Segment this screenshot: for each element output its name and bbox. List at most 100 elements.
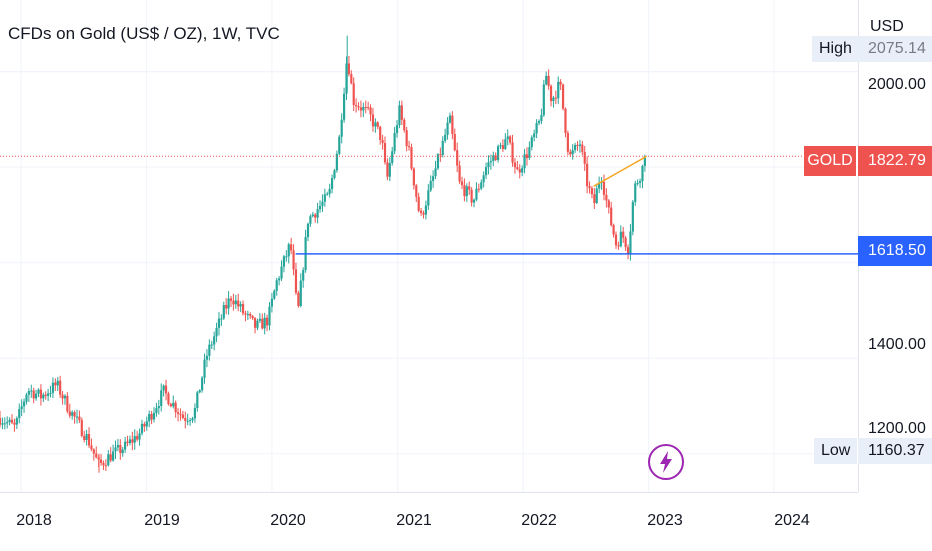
candle-body <box>407 146 411 148</box>
candle-body <box>109 454 112 461</box>
candle-body <box>164 385 168 394</box>
candle-body <box>362 106 365 111</box>
candle-body <box>371 114 375 127</box>
candle-body <box>68 411 71 416</box>
candle-body <box>614 234 618 246</box>
candle-body <box>318 205 322 210</box>
year-tick-label: 2021 <box>396 512 432 529</box>
candle-body <box>369 107 372 115</box>
candle-body <box>234 300 237 305</box>
candle-body <box>56 380 59 386</box>
candle-body <box>104 465 107 467</box>
candle-body <box>559 81 562 85</box>
candle-body <box>566 132 569 152</box>
candle-body <box>460 181 464 186</box>
candle-body <box>499 145 502 147</box>
candle-body <box>114 447 117 452</box>
candle-body <box>451 115 454 135</box>
candle-body <box>78 416 81 421</box>
candle-body <box>6 421 9 424</box>
candle-body <box>588 186 591 189</box>
candle-body <box>391 151 394 164</box>
candle-body <box>482 175 485 183</box>
low-badge: Low <box>814 438 858 464</box>
candle-body <box>294 269 298 293</box>
candle-body <box>573 144 577 151</box>
candle-body <box>302 269 305 281</box>
candle-body <box>66 395 69 412</box>
candle-body <box>292 250 295 270</box>
symbol-badge: GOLD <box>804 146 856 176</box>
candle-body <box>299 280 302 306</box>
currency-label[interactable]: USD <box>870 18 904 35</box>
candle-body <box>552 97 555 102</box>
chart-area[interactable] <box>0 0 858 492</box>
candle-body <box>533 133 536 138</box>
candle-body <box>417 196 420 211</box>
candle-body <box>179 413 182 415</box>
candle-body <box>273 290 276 299</box>
candle-body <box>131 439 134 443</box>
candle-body <box>610 207 613 226</box>
candle-body <box>626 247 630 254</box>
candle-body <box>280 266 283 279</box>
candle-body <box>138 433 141 440</box>
candle-body <box>251 315 254 319</box>
candle-body <box>619 231 622 247</box>
candle-body <box>638 181 642 183</box>
candle-body <box>220 318 223 320</box>
candle-body <box>352 83 355 105</box>
candle-body <box>595 188 598 203</box>
candle-body <box>624 237 627 248</box>
year-tick-label: 2018 <box>16 512 52 529</box>
candle-body <box>557 81 560 99</box>
candle-body <box>107 454 110 466</box>
candle-body <box>191 418 194 421</box>
candle-body <box>511 142 514 163</box>
candle-body <box>73 412 76 417</box>
candle-body <box>328 188 331 194</box>
candle-body <box>145 421 148 427</box>
candle-body <box>424 205 428 215</box>
candle-body <box>436 154 440 169</box>
candle-body <box>598 182 601 189</box>
candle-body <box>643 156 646 166</box>
candle-body <box>569 151 572 155</box>
lightning-bolt-icon[interactable] <box>648 444 684 480</box>
horizontal-line-price-label[interactable]: 1618.50 <box>858 236 932 266</box>
candle-body <box>525 154 529 158</box>
candle-body <box>379 126 382 140</box>
candle-body <box>169 404 172 407</box>
candle-body <box>253 318 257 328</box>
candle-body <box>290 244 293 251</box>
candle-body <box>383 142 387 163</box>
candle-body <box>571 150 574 155</box>
candle-body <box>388 163 391 177</box>
candle-body <box>287 244 290 257</box>
candle-body <box>393 133 396 152</box>
candle-body <box>434 168 437 177</box>
candle-body <box>198 390 201 393</box>
candle-body <box>448 115 452 123</box>
candle-body <box>634 183 637 202</box>
candle-body <box>227 298 230 309</box>
time-axis[interactable] <box>0 492 858 551</box>
candle-body <box>270 298 274 307</box>
candle-body <box>537 120 541 124</box>
candle-body <box>492 155 495 162</box>
candle-body <box>10 419 14 423</box>
candle-body <box>133 436 136 443</box>
candle-body <box>34 393 38 399</box>
candle-body <box>350 74 353 84</box>
candle-body <box>278 278 281 281</box>
candle-body <box>480 182 483 189</box>
candle-body <box>71 412 74 416</box>
candle-body <box>561 84 565 109</box>
candle-body <box>42 394 45 399</box>
candle-body <box>359 107 363 111</box>
candle-body <box>521 168 524 173</box>
candle-body <box>80 420 83 437</box>
candle-body <box>470 189 473 203</box>
candle-body <box>186 420 189 422</box>
candle-body <box>576 144 579 146</box>
